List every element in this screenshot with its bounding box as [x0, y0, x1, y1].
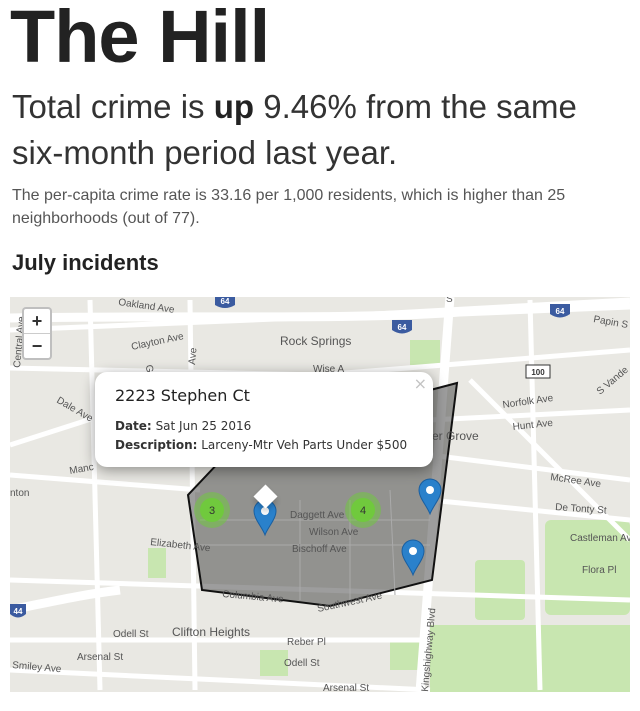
popup-row: Description: Larceny-Mtr Veh Parts Under…: [115, 436, 415, 455]
street-label: Clayton Ave: [130, 331, 185, 353]
street-label: S Vande: [595, 364, 630, 397]
street-label: Manc: [69, 462, 95, 477]
street-label: Smiley Ave: [12, 660, 62, 675]
headline-text: 9.46% from the same six-month period las…: [12, 88, 587, 171]
shield: [215, 297, 235, 308]
map[interactable]: Oakland Ave Clayton Ave Rock Springs Wis…: [10, 297, 630, 692]
field-label: Date:: [115, 419, 152, 433]
popup: × 2223 Stephen Ct Date: Sat Jun 25 2016 …: [95, 372, 433, 467]
street-label: Wilson Ave: [309, 527, 359, 538]
street-label: Arsenal St: [77, 652, 123, 663]
shield: [525, 364, 551, 379]
cluster[interactable]: [200, 498, 224, 522]
markers: [253, 478, 442, 577]
summary: The per-capita crime rate is 33.16 per 1…: [12, 187, 566, 227]
shield-label: 64: [221, 297, 230, 306]
street-label: De Tonty St: [555, 502, 607, 517]
zoom-in[interactable]: +: [31, 311, 43, 331]
zoom-out[interactable]: −: [24, 333, 50, 358]
street-label: Gr: [143, 364, 155, 377]
zoom-control: + −: [22, 307, 52, 360]
street-label: Papin S: [592, 314, 629, 331]
street-labels: Oakland Ave Clayton Ave Rock Springs Wis…: [10, 297, 630, 692]
street-label: S: [446, 297, 453, 305]
shield: [10, 604, 26, 618]
map-canvas: Oakland Ave Clayton Ave Rock Springs Wis…: [10, 297, 630, 692]
field-value: Larceny-Mtr Veh Parts Under $500: [201, 438, 408, 452]
headline: Total crime is up 9.46% from the same si…: [12, 84, 622, 176]
popup-close[interactable]: ×: [413, 374, 427, 393]
shield-label: 64: [556, 307, 565, 316]
shield-label: 44: [14, 607, 23, 616]
section-title: July incidents: [12, 250, 159, 275]
popup-row: Date: Sat Jun 25 2016: [115, 417, 415, 436]
headline-text: Total crime is: [12, 88, 214, 125]
shields: 64 64 64 100 44: [10, 297, 570, 618]
street-label: Clifton Heights: [172, 625, 250, 639]
shield-label: 100: [531, 368, 545, 377]
marker[interactable]: [253, 499, 277, 537]
shield: [550, 304, 570, 318]
street-label: nton: [10, 488, 29, 499]
field-label: Description:: [115, 438, 198, 452]
street-label: Rock Springs: [280, 334, 351, 348]
cluster[interactable]: [351, 498, 375, 522]
street-label: Norfolk Ave: [502, 393, 554, 411]
headline-emphasis: up: [213, 88, 255, 125]
street-label: Ave: [187, 347, 199, 365]
street-label: Daggett Ave: [290, 510, 345, 521]
shield: [392, 320, 412, 334]
street-label: Castleman Av: [570, 533, 630, 544]
street-label: Dale Ave: [55, 395, 95, 425]
street-label: Reber Pl: [287, 637, 326, 648]
street-label: Hunt Ave: [512, 418, 554, 433]
parks: [148, 340, 630, 692]
street-label: Wise A: [313, 364, 344, 375]
street-label: er Grove: [432, 429, 479, 443]
street-label: Odell St: [113, 629, 149, 640]
street-label: Flora Pl: [582, 565, 616, 576]
marker[interactable]: [401, 539, 425, 577]
shield-label: 64: [398, 323, 407, 332]
popup-title: 2223 Stephen Ct: [115, 386, 250, 405]
cluster-count: 3: [209, 505, 215, 517]
street-label: Arsenal St: [323, 683, 369, 692]
street-label: Odell St: [284, 658, 320, 669]
street-label: Bischoff Ave: [292, 544, 347, 555]
field-value: Sat Jun 25 2016: [155, 419, 252, 433]
roads: [10, 297, 630, 692]
clusters: 3 4: [194, 492, 381, 528]
page-title: The Hill: [10, 0, 270, 78]
marker[interactable]: [418, 478, 442, 516]
cluster-count: 4: [360, 505, 366, 517]
street-label: Columbia Ave: [222, 589, 285, 605]
